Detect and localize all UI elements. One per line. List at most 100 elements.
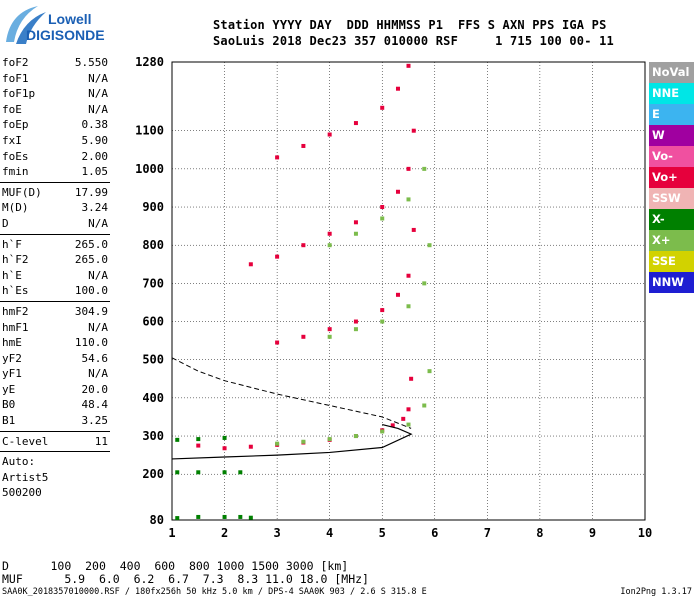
- data-point: [406, 166, 411, 171]
- data-point: [380, 205, 385, 210]
- data-point: [353, 220, 358, 225]
- scaled-parameters-panel: foF2 5.550 foF1 N/A foF1p N/A foE N/A foEp 0.38 fx…: [0, 55, 114, 501]
- polarization-legend: NoVal NNE E W Vo- Vo+ SSW X- X+ SSE NNW: [649, 62, 694, 293]
- x-tick-label: 3: [273, 526, 280, 540]
- legend-item: X-: [649, 209, 694, 230]
- param-name: B0: [2, 398, 16, 412]
- profile-line: [171, 424, 413, 460]
- y-tick-label: 500: [142, 353, 164, 367]
- svg-text:Lowell: Lowell: [48, 11, 92, 27]
- param-separator: [0, 451, 110, 453]
- data-point: [395, 292, 400, 297]
- param-row: h`F 265.0: [0, 237, 114, 253]
- param-value: 17.99: [74, 185, 108, 199]
- param-row: C-level 11: [0, 434, 114, 450]
- digisonde-logo-icon: Lowell DIGISONDE: [6, 6, 105, 44]
- param-row: D N/A: [0, 216, 114, 232]
- svg-text:DIGISONDE: DIGISONDE: [26, 27, 105, 43]
- data-point: [248, 515, 253, 520]
- param-name: fmin: [2, 165, 29, 179]
- legend-item: X+: [649, 230, 694, 251]
- footer-version: Ion2Png 1.3.17: [620, 587, 692, 597]
- param-row: foE N/A: [0, 102, 114, 118]
- data-point: [327, 327, 332, 332]
- param-name: h`F2: [2, 253, 29, 267]
- data-point: [222, 435, 227, 440]
- data-point: [275, 254, 280, 259]
- param-name: h`E: [2, 268, 22, 282]
- data-point: [175, 437, 180, 442]
- param-row: h`F2 265.0: [0, 252, 114, 268]
- data-point: [238, 514, 243, 519]
- y-tick-label: 1280: [135, 55, 164, 69]
- param-row: B0 48.4: [0, 397, 114, 413]
- data-point: [409, 376, 414, 381]
- param-row: h`E N/A: [0, 268, 114, 284]
- data-point: [401, 416, 406, 421]
- legend-item: NNW: [649, 272, 694, 293]
- param-name: M(D): [2, 201, 29, 215]
- param-separator: [0, 300, 110, 302]
- data-point: [406, 63, 411, 68]
- legend-item: E: [649, 104, 694, 125]
- y-tick-label: 80: [150, 513, 164, 527]
- data-point: [327, 243, 332, 248]
- x-tick-label: 4: [326, 526, 333, 540]
- data-point: [380, 105, 385, 110]
- param-name: foEp: [2, 118, 29, 132]
- y-tick-label: 1100: [135, 124, 164, 138]
- param-name: foF1: [2, 71, 29, 85]
- legend-item: W: [649, 125, 694, 146]
- data-point: [196, 470, 201, 475]
- param-row: fmin 1.05: [0, 164, 114, 180]
- legend-item: NoVal: [649, 62, 694, 83]
- data-point: [196, 514, 201, 519]
- data-point: [390, 423, 395, 428]
- param-name: yF1: [2, 367, 22, 381]
- data-point: [222, 470, 227, 475]
- param-value: 20.0: [81, 382, 109, 396]
- param-value: 265.0: [74, 237, 108, 251]
- data-point: [275, 441, 280, 446]
- param-row: B1 3.25: [0, 413, 114, 429]
- footer-file-info: SAA0K_2018357010000.RSF / 180fx256h 50 k…: [2, 587, 427, 597]
- data-point: [301, 243, 306, 248]
- data-point: [222, 446, 227, 451]
- param-value: 0.38: [81, 118, 109, 132]
- param-value: 100.0: [74, 284, 108, 298]
- data-point: [327, 437, 332, 442]
- param-row: yF2 54.6: [0, 351, 114, 367]
- param-separator: [0, 181, 110, 183]
- data-point: [275, 340, 280, 345]
- dashed-curve: [171, 357, 412, 429]
- param-value: 3.25: [81, 414, 109, 428]
- data-point: [422, 166, 427, 171]
- data-point: [353, 231, 358, 236]
- data-point: [248, 262, 253, 267]
- x-tick-label: 7: [484, 526, 491, 540]
- param-row: yE 20.0: [0, 382, 114, 398]
- param-value: 2.00: [81, 149, 109, 163]
- data-point: [380, 319, 385, 324]
- param-value: N/A: [88, 268, 108, 282]
- y-tick-label: 400: [142, 391, 164, 405]
- param-name: D: [2, 216, 9, 230]
- param-row: h`Es 100.0: [0, 283, 114, 299]
- data-point: [353, 121, 358, 126]
- header-line-1: Station YYYY DAY DDD HHMMSS P1 FFS S AXN…: [213, 18, 607, 32]
- x-tick-label: 6: [431, 526, 438, 540]
- param-note: Auto:: [2, 455, 36, 469]
- data-point: [395, 86, 400, 91]
- param-name: yF2: [2, 351, 22, 365]
- data-point: [406, 422, 411, 427]
- param-value: 3.24: [81, 201, 109, 215]
- param-row: hmE 110.0: [0, 335, 114, 351]
- plot-frame: [171, 61, 646, 521]
- data-point: [380, 308, 385, 313]
- param-value: 54.6: [81, 351, 109, 365]
- param-name: h`Es: [2, 284, 29, 298]
- param-row: yF1 N/A: [0, 366, 114, 382]
- distance-row-values: 100 200 400 600 800 1000 1500 3000 [km]: [50, 559, 349, 573]
- param-value: N/A: [88, 71, 108, 85]
- data-point: [406, 273, 411, 278]
